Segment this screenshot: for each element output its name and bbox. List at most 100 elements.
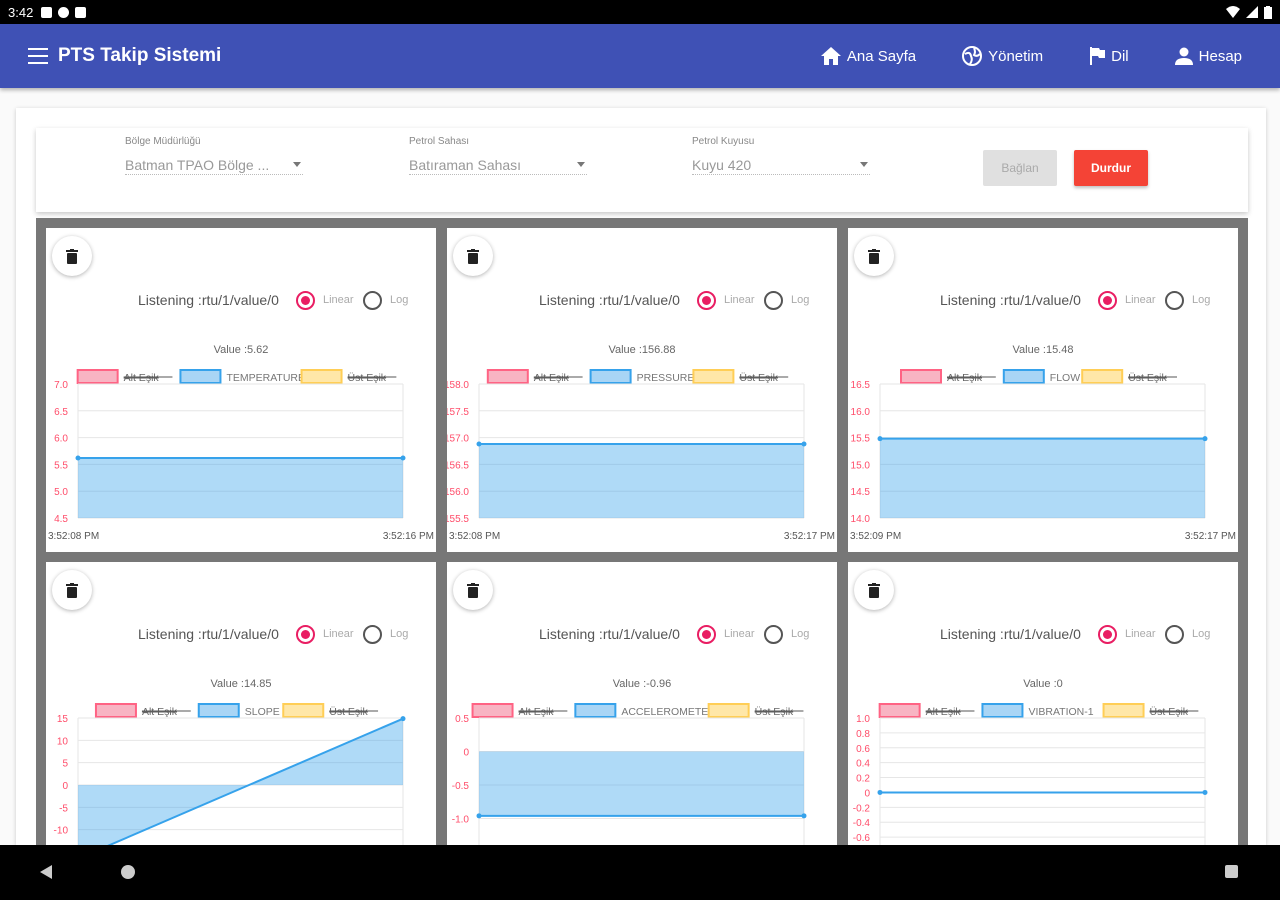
y-tick-label: 5.5	[54, 460, 68, 471]
connect-button[interactable]: Bağlan	[983, 150, 1057, 186]
current-value: Value :156.88	[608, 344, 676, 356]
y-tick-label: 6.5	[54, 407, 68, 418]
menu-icon[interactable]	[28, 48, 48, 64]
current-value: Value :-0.96	[612, 678, 672, 690]
legend-lower-threshold-swatch	[76, 369, 119, 384]
linear-radio[interactable]	[1098, 625, 1117, 644]
listening-text: Listening :rtu/1/value/0	[940, 626, 1081, 642]
status-time: 3:42	[8, 4, 34, 20]
nav-home[interactable]: Ana Sayfa	[820, 47, 917, 65]
legend-upper-threshold-label: Üst Eşik	[329, 706, 368, 718]
field-select[interactable]: Petrol Sahası Batıraman Sahası	[409, 136, 587, 175]
y-tick-label: 4.5	[54, 514, 68, 525]
legend-lower-threshold: Alt Eşik	[900, 369, 996, 384]
linear-radio[interactable]	[296, 625, 315, 644]
person-icon	[1174, 47, 1193, 65]
legend-series-swatch	[179, 369, 222, 384]
trash-icon	[66, 248, 78, 264]
data-point	[877, 789, 883, 795]
y-tick-label: 0.2	[856, 774, 870, 785]
y-tick-label: 0	[463, 748, 469, 759]
data-point	[75, 455, 81, 461]
x-tick-label: 3:52:17 PM	[784, 531, 835, 542]
recents-icon[interactable]	[1225, 865, 1238, 878]
series-area	[880, 438, 1205, 518]
log-radio[interactable]	[1165, 291, 1184, 310]
data-point	[1202, 436, 1208, 442]
legend-lower-threshold-swatch	[900, 369, 942, 384]
series-area	[479, 751, 804, 816]
listening-text: Listening :rtu/1/value/0	[940, 292, 1081, 308]
log-radio[interactable]	[363, 625, 382, 644]
y-tick-label: 158.0	[447, 380, 469, 391]
legend-lower-threshold-label: Alt Eşik	[519, 706, 555, 718]
linear-radio[interactable]	[1098, 291, 1117, 310]
y-tick-label: 0	[864, 788, 870, 799]
legend-series-swatch	[589, 369, 632, 384]
y-tick-label: 10	[57, 736, 69, 747]
delete-button[interactable]	[52, 570, 92, 610]
chevron-down-icon	[860, 162, 868, 167]
signal-icon	[1246, 6, 1258, 18]
y-tick-label: 5.0	[54, 487, 68, 498]
log-radio[interactable]	[764, 291, 783, 310]
delete-button[interactable]	[52, 236, 92, 276]
y-tick-label: 0	[62, 781, 68, 792]
notification-icon	[58, 6, 70, 18]
legend-lower-threshold: Alt Eşik	[471, 703, 568, 718]
battery-icon	[1264, 5, 1272, 19]
series-area	[78, 718, 403, 845]
log-radio[interactable]	[1165, 625, 1184, 644]
legend-upper-threshold-swatch	[1102, 703, 1145, 718]
main-content: Bölge Müdürlüğü Batman TPAO Bölge ... Pe…	[16, 108, 1266, 845]
back-icon[interactable]	[40, 865, 52, 879]
legend-lower-threshold-swatch	[94, 703, 137, 718]
legend-series: VIBRATION-1	[981, 703, 1094, 718]
data-point	[801, 441, 807, 447]
top-nav: Ana Sayfa Yönetim Dil Hesap	[775, 46, 1242, 66]
linear-radio[interactable]	[296, 291, 315, 310]
nav-admin[interactable]: Yönetim	[962, 46, 1043, 66]
legend-upper-threshold-label: Üst Eşik	[755, 706, 794, 718]
system-icons	[1226, 5, 1272, 19]
log-radio[interactable]	[764, 625, 783, 644]
field-label: Petrol Sahası	[409, 136, 470, 147]
legend-series-swatch	[197, 703, 240, 718]
delete-button[interactable]	[453, 236, 493, 276]
home-circle-icon[interactable]	[121, 865, 135, 879]
legend-series: ACCELEROMETER	[574, 703, 716, 718]
log-label: Log	[1192, 294, 1211, 306]
region-select[interactable]: Bölge Müdürlüğü Batman TPAO Bölge ...	[125, 136, 303, 175]
delete-button[interactable]	[453, 570, 493, 610]
log-radio[interactable]	[363, 291, 382, 310]
linear-radio[interactable]	[697, 625, 716, 644]
chart-card: Listening :rtu/1/value/0 Linear Log Valu…	[848, 562, 1238, 845]
line-chart: Alt Eşik ACCELEROMETER Üst Eşik 0.5 0 -0.5 -1.…	[452, 703, 807, 845]
chevron-down-icon	[293, 162, 301, 167]
data-point	[801, 813, 807, 819]
well-select[interactable]: Petrol Kuyusu Kuyu 420	[692, 136, 870, 175]
stop-button[interactable]: Durdur	[1074, 150, 1148, 186]
legend-upper-threshold-swatch	[300, 369, 343, 384]
y-tick-label: -0.2	[853, 803, 871, 814]
legend-upper-threshold-swatch	[1081, 369, 1124, 384]
legend-lower-threshold-label: Alt Eşik	[124, 372, 160, 384]
current-value: Value :15.48	[1012, 344, 1074, 356]
globe-icon	[962, 46, 983, 66]
legend-upper-threshold: Üst Eşik	[707, 703, 804, 718]
linear-radio[interactable]	[697, 291, 716, 310]
legend-series-label: ACCELEROMETER	[621, 706, 716, 718]
nav-account[interactable]: Hesap	[1174, 47, 1242, 65]
field-value: Batıraman Sahası	[409, 156, 522, 173]
filter-panel: Bölge Müdürlüğü Batman TPAO Bölge ... Pe…	[36, 128, 1248, 212]
legend-lower-threshold: Alt Eşik	[878, 703, 975, 718]
data-point	[476, 813, 482, 819]
nav-home-label: Ana Sayfa	[846, 47, 917, 65]
delete-button[interactable]	[854, 236, 894, 276]
y-tick-label: 157.0	[447, 434, 469, 445]
listening-text: Listening :rtu/1/value/0	[138, 626, 279, 642]
legend-lower-threshold-swatch	[486, 369, 529, 384]
nav-language[interactable]: Dil	[1089, 47, 1129, 65]
delete-button[interactable]	[854, 570, 894, 610]
chart-card: Listening :rtu/1/value/0 Linear Log Valu…	[46, 562, 436, 845]
